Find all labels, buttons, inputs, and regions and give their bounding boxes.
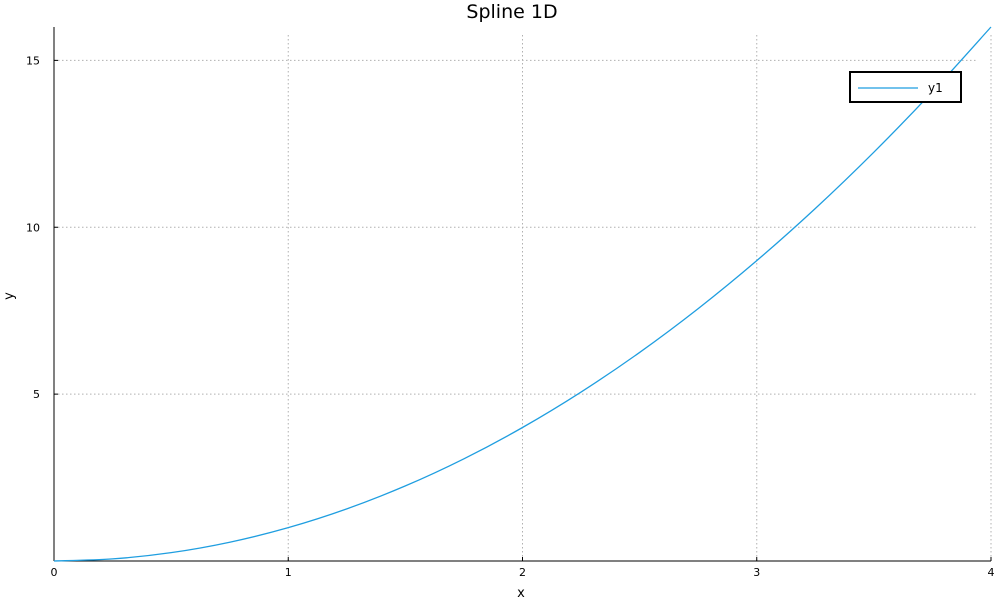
- x-axis-label: x: [517, 586, 525, 600]
- x-tick-label-2: 2: [519, 566, 526, 579]
- y-axis-label: y: [2, 292, 17, 300]
- y-tick-label-10: 10: [26, 221, 40, 234]
- series-line-y1: [53, 26, 992, 562]
- chart-title: Spline 1D: [466, 1, 557, 23]
- y-tick-label-5: 5: [33, 388, 40, 401]
- legend-box: [849, 71, 962, 103]
- legend-label-y1: y1: [928, 81, 943, 95]
- legend: y1: [849, 71, 962, 103]
- y-tick-label-15: 15: [26, 54, 40, 67]
- x-tick-label-4: 4: [988, 566, 995, 579]
- grid: [54, 35, 992, 561]
- tick-labels: 0 1 2 3 4 5 10 15: [26, 54, 995, 579]
- x-tick-label-0: 0: [51, 566, 58, 579]
- series-lines: [53, 26, 992, 562]
- x-tick-label-3: 3: [753, 566, 760, 579]
- x-tick-label-1: 1: [285, 566, 292, 579]
